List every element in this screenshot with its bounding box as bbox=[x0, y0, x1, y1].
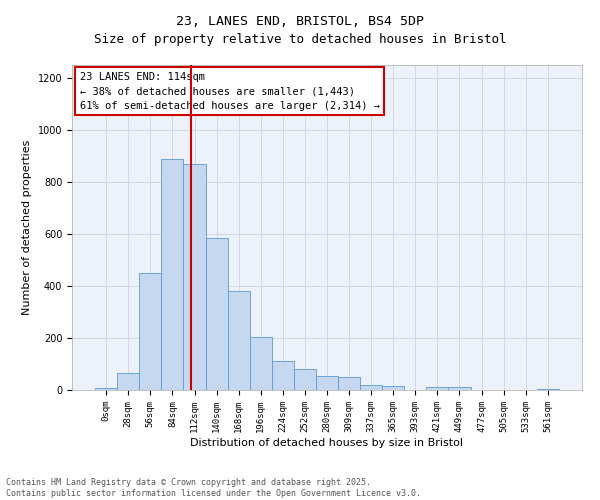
Bar bbox=[338, 377, 360, 390]
Bar bbox=[427, 387, 448, 390]
Bar bbox=[139, 273, 161, 390]
Bar bbox=[316, 376, 338, 390]
Bar bbox=[537, 388, 559, 390]
Text: 23, LANES END, BRISTOL, BS4 5DP: 23, LANES END, BRISTOL, BS4 5DP bbox=[176, 15, 424, 28]
Bar bbox=[360, 385, 382, 390]
Bar bbox=[382, 386, 404, 390]
Bar bbox=[227, 291, 250, 390]
Bar bbox=[117, 372, 139, 390]
Bar bbox=[448, 388, 470, 390]
Text: 23 LANES END: 114sqm
← 38% of detached houses are smaller (1,443)
61% of semi-de: 23 LANES END: 114sqm ← 38% of detached h… bbox=[80, 72, 380, 111]
Bar bbox=[250, 336, 272, 390]
Bar bbox=[206, 238, 227, 390]
Bar bbox=[294, 369, 316, 390]
X-axis label: Distribution of detached houses by size in Bristol: Distribution of detached houses by size … bbox=[191, 438, 464, 448]
Bar bbox=[184, 164, 206, 390]
Bar bbox=[95, 388, 117, 390]
Y-axis label: Number of detached properties: Number of detached properties bbox=[22, 140, 32, 315]
Text: Size of property relative to detached houses in Bristol: Size of property relative to detached ho… bbox=[94, 32, 506, 46]
Text: Contains HM Land Registry data © Crown copyright and database right 2025.
Contai: Contains HM Land Registry data © Crown c… bbox=[6, 478, 421, 498]
Bar bbox=[161, 158, 184, 390]
Bar bbox=[272, 362, 294, 390]
